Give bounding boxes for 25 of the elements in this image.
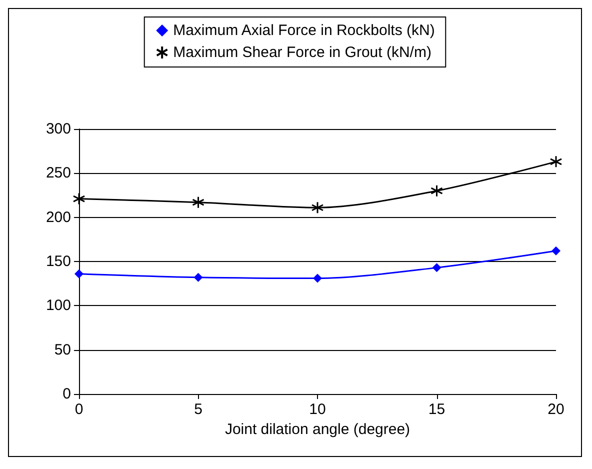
x-tick-label: 0 [74, 401, 84, 418]
y-tick-label: 150 [46, 253, 71, 270]
y-tick-label: 0 [62, 386, 71, 402]
point [74, 269, 84, 278]
y-tick-label: 300 [46, 120, 71, 138]
x-tick-label: 20 [548, 401, 564, 418]
point [313, 274, 322, 283]
y-tick-label: 200 [46, 208, 71, 226]
point [430, 184, 443, 198]
point [432, 263, 442, 272]
point [311, 201, 324, 214]
legend-label: Maximum Axial Force in Rockbolts (kN) [173, 22, 435, 39]
y-tick-label: 100 [46, 297, 71, 314]
point [550, 155, 562, 168]
y-tick-label: 250 [46, 164, 71, 182]
x-tick-label: 5 [194, 401, 202, 418]
point [192, 196, 204, 209]
x-axis-title: Joint dilation angle (degree) [224, 421, 410, 438]
point [72, 192, 86, 206]
point [552, 246, 560, 256]
y-tick-label: 50 [54, 341, 71, 358]
point [194, 272, 203, 282]
legend-label: Maximum Shear Force in Grout (kN/m) [173, 44, 432, 61]
x-tick-label: 15 [428, 401, 446, 418]
x-tick-label: 10 [309, 401, 326, 418]
